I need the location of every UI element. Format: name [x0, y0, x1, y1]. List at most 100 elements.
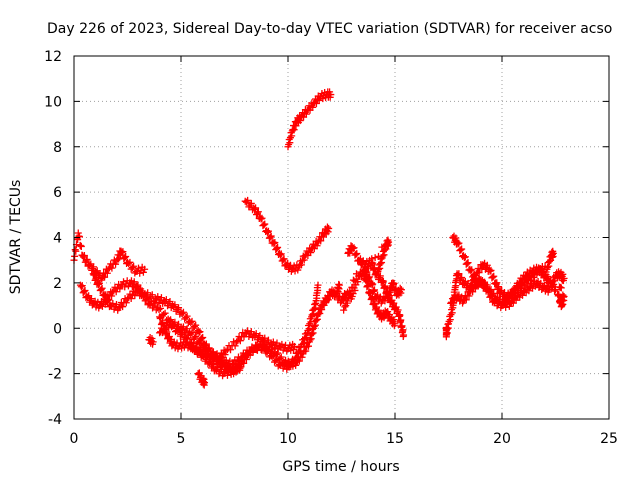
- data-point: [179, 308, 187, 316]
- data-point: [364, 281, 372, 289]
- data-point: [77, 242, 85, 250]
- data-point: [121, 254, 129, 262]
- data-point: [182, 314, 190, 322]
- data-point: [350, 244, 358, 252]
- data-point: [161, 324, 169, 332]
- data-point: [130, 262, 138, 270]
- data-point: [258, 214, 266, 222]
- x-tick-label: 25: [600, 431, 618, 447]
- data-point: [79, 253, 87, 261]
- data-point: [493, 279, 501, 287]
- data-point: [549, 249, 557, 257]
- data-point: [458, 274, 466, 282]
- data-point: [166, 298, 174, 306]
- data-point: [470, 271, 478, 279]
- data-point: [270, 240, 278, 248]
- axis-ticks: 0 5 10 15 20 25 -4 -2 0 2 4 6 8 10 12: [44, 49, 618, 447]
- data-point: [127, 295, 135, 303]
- data-point: [307, 249, 315, 257]
- data-point: [121, 283, 129, 291]
- data-point: [314, 281, 322, 289]
- data-point: [557, 293, 565, 301]
- data-point: [83, 255, 91, 263]
- data-point: [261, 220, 269, 228]
- data-point: [240, 359, 248, 367]
- data-point: [231, 342, 239, 350]
- data-point: [252, 204, 260, 212]
- data-point: [125, 260, 133, 268]
- data-point: [115, 304, 123, 312]
- data-point: [483, 261, 491, 269]
- data-point: [155, 305, 163, 313]
- data-point: [119, 248, 127, 256]
- data-point: [141, 265, 149, 273]
- data-point: [462, 296, 470, 304]
- data-point: [136, 269, 144, 277]
- grid-lines: [74, 56, 609, 419]
- data-point: [222, 361, 230, 369]
- chart-title: Day 226 of 2023, Sidereal Day-to-day VTE…: [47, 21, 612, 37]
- data-point: [161, 309, 169, 317]
- data-point: [251, 205, 259, 213]
- y-axis-label: SDTVAR / TECUs: [8, 180, 24, 295]
- x-tick-label: 0: [70, 431, 79, 447]
- x-tick-label: 20: [493, 431, 511, 447]
- data-point: [458, 245, 466, 253]
- data-point: [97, 285, 105, 293]
- data-point: [487, 292, 495, 300]
- data-point: [102, 291, 110, 299]
- data-point: [537, 279, 545, 287]
- data-point: [192, 333, 200, 341]
- data-point: [505, 302, 513, 310]
- data-point: [295, 357, 303, 365]
- data-series: [70, 88, 568, 389]
- data-point: [269, 345, 277, 353]
- data-point: [157, 304, 165, 312]
- data-point: [108, 264, 116, 272]
- data-point: [236, 364, 244, 372]
- data-point: [257, 215, 265, 223]
- series-band-n: [447, 268, 568, 312]
- data-point: [192, 321, 200, 329]
- data-point: [480, 282, 488, 290]
- data-point: [199, 334, 207, 342]
- data-point: [274, 243, 282, 251]
- data-point: [279, 256, 287, 264]
- data-point: [457, 275, 465, 283]
- data-point: [274, 349, 282, 357]
- data-point: [390, 299, 398, 307]
- data-point: [455, 239, 463, 247]
- data-point: [309, 103, 317, 111]
- data-point: [457, 246, 465, 254]
- data-point: [183, 325, 191, 333]
- data-point: [190, 334, 198, 342]
- data-point: [233, 338, 241, 346]
- data-point: [487, 266, 495, 274]
- data-point: [481, 280, 489, 288]
- data-point: [247, 199, 255, 207]
- data-point: [276, 251, 284, 259]
- data-point: [178, 310, 186, 318]
- data-point: [385, 238, 393, 246]
- data-point: [261, 334, 269, 342]
- y-tick-label: 8: [53, 140, 62, 156]
- x-tick-label: 15: [386, 431, 404, 447]
- data-point: [264, 227, 272, 235]
- data-point: [302, 110, 310, 118]
- data-point: [101, 292, 109, 300]
- data-point: [128, 264, 136, 272]
- data-point: [394, 306, 402, 314]
- data-point: [460, 254, 468, 262]
- data-point: [82, 257, 90, 265]
- data-point: [290, 342, 298, 350]
- data-point: [327, 91, 335, 99]
- data-point: [72, 247, 80, 255]
- data-point: [351, 277, 359, 285]
- data-point: [368, 293, 376, 301]
- data-point: [371, 299, 379, 307]
- data-point: [454, 240, 462, 248]
- data-point: [98, 284, 106, 292]
- data-point: [171, 301, 179, 309]
- data-point: [81, 287, 89, 295]
- data-point: [272, 357, 280, 365]
